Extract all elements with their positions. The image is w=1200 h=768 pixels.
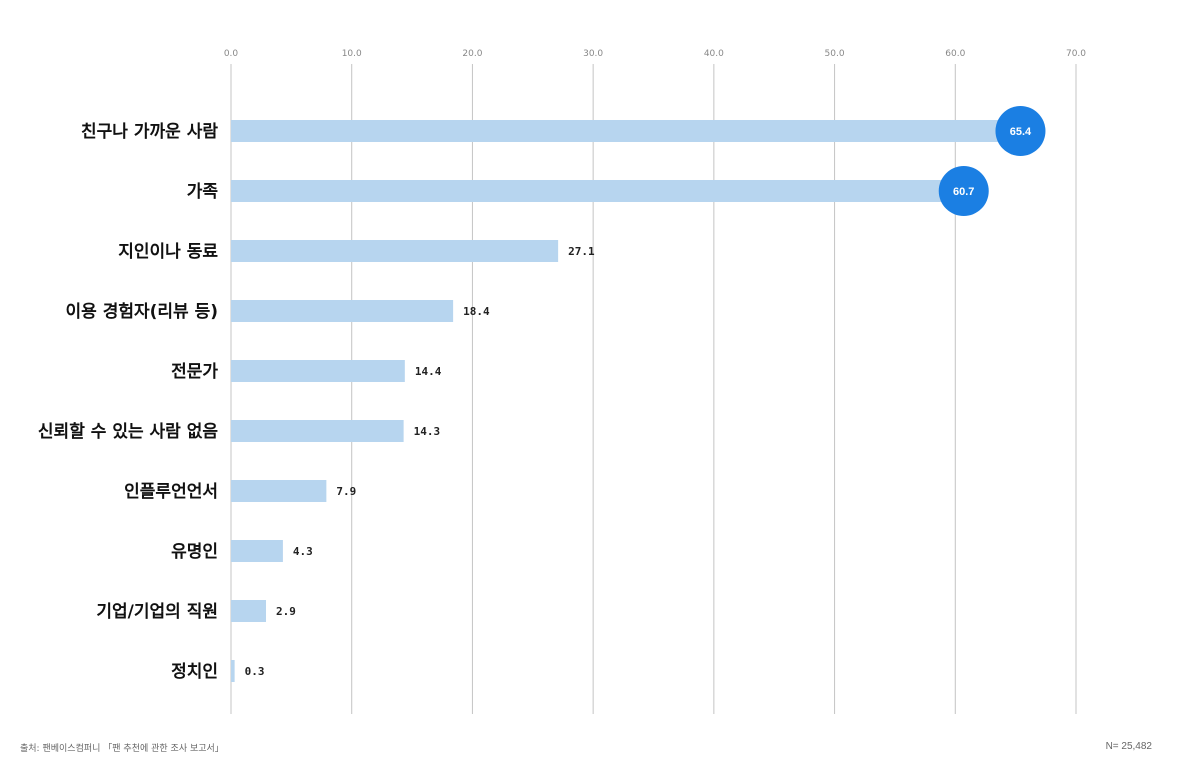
value-bubble: [938, 166, 989, 216]
value-label: 65.4: [1010, 126, 1032, 138]
x-tick-label: 10.0: [342, 49, 362, 59]
category-label: 이용 경험자(리뷰 등): [66, 301, 219, 322]
category-label: 정치인: [171, 662, 218, 682]
source-note: 출처: 팬베이스컴퍼니 「팬 추천에 관한 조사 보고서」: [20, 744, 224, 754]
x-tick-label: 50.0: [825, 49, 845, 59]
bar: [231, 300, 454, 322]
value-label: 18.4: [463, 305, 490, 318]
category-label: 유명인: [171, 542, 218, 562]
category-label: 가족: [187, 182, 219, 202]
x-tick-label: 0.0: [224, 49, 239, 59]
value-label: 14.4: [415, 365, 442, 378]
category-label: 전문가: [171, 362, 218, 382]
value-label: 7.9: [336, 485, 356, 498]
bar: [231, 180, 964, 202]
bar: [231, 120, 1021, 142]
x-tick-label: 30.0: [583, 49, 603, 59]
x-tick-label: 40.0: [704, 49, 724, 59]
bar: [231, 660, 235, 682]
value-label: 0.3: [245, 665, 265, 678]
category-label: 신뢰할 수 있는 사람 없음: [38, 421, 218, 442]
x-tick-label: 20.0: [462, 49, 482, 59]
value-label: 4.3: [293, 545, 313, 558]
bar: [231, 480, 327, 502]
category-label: 친구나 가까운 사람: [81, 121, 218, 142]
x-tick-label: 70.0: [1066, 49, 1086, 59]
bar: [231, 360, 405, 382]
value-bubble: [995, 106, 1046, 156]
x-tick-label: 60.0: [945, 49, 965, 59]
value-label: 2.9: [276, 605, 296, 618]
category-label: 기업/기업의 직원: [96, 602, 218, 622]
sample-size: N= 25,482: [1105, 741, 1152, 752]
bar: [231, 540, 283, 562]
value-label: 14.3: [414, 425, 441, 438]
bar: [231, 420, 404, 442]
value-label: 60.7: [953, 186, 974, 198]
bar: [231, 240, 559, 262]
category-label: 인플루언언서: [124, 482, 218, 502]
category-label: 지인이나 동료: [118, 242, 218, 262]
bar: [231, 600, 267, 622]
value-label: 27.1: [568, 245, 595, 258]
bar-chart: 0.0 10.0 20.0 30.0 40.0 50.0 60.0 70.0 친구나 가까운 사…: [38, 49, 1086, 714]
